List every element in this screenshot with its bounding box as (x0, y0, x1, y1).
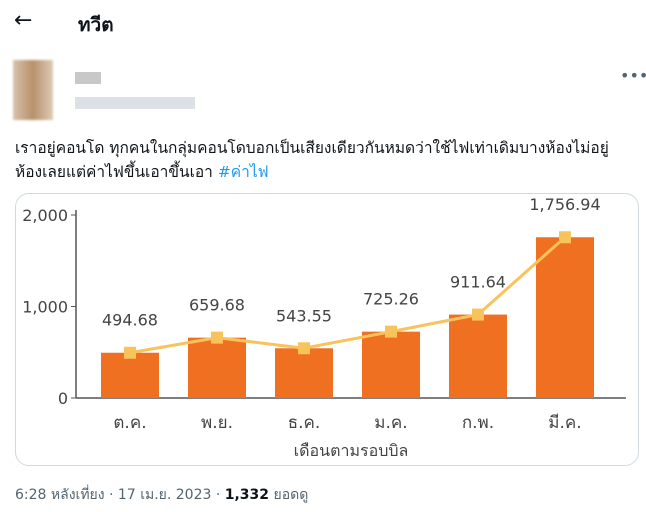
bar (536, 237, 594, 398)
page-title: ทวีต (78, 14, 114, 36)
line-marker (472, 308, 484, 321)
bar (362, 331, 420, 398)
more-icon[interactable]: ••• (620, 66, 646, 85)
user-name-blurred[interactable] (75, 72, 101, 84)
data-label: 911.64 (450, 273, 506, 292)
tweet-image[interactable]: 0 1,000 2,000 494.68 ต.ค. 659.68 พ.ย. 543.55 ธ.ค… (15, 193, 639, 466)
x-tick-label: พ.ย. (201, 413, 233, 433)
line-marker (124, 346, 136, 359)
data-label: 494.68 (102, 311, 158, 330)
y-tick-label: 2,000 (22, 206, 68, 225)
data-label: 659.68 (189, 296, 245, 315)
line-marker (385, 325, 397, 338)
x-tick-label: ม.ค. (374, 413, 407, 433)
data-label: 725.26 (363, 290, 419, 309)
x-tick-label: ต.ค. (113, 413, 146, 433)
timestamp[interactable]: 6:28 หลังเที่ยง · 17 เม.ย. 2023 · (15, 487, 225, 503)
x-tick-label: ธ.ค. (288, 413, 321, 433)
bar (449, 314, 507, 398)
data-label: 1,756.94 (529, 195, 600, 214)
avatar[interactable] (13, 60, 53, 120)
line-marker (559, 231, 571, 244)
user-handle-blurred[interactable] (75, 97, 195, 109)
bar (188, 337, 246, 398)
back-arrow-icon[interactable]: ← (14, 8, 33, 33)
x-axis-label: เดือนตามรอบบิล (294, 441, 409, 460)
hashtag-link[interactable]: #ค่าไฟ (217, 163, 269, 181)
x-tick-label: มี.ค. (548, 413, 581, 433)
tweet-meta: 6:28 หลังเที่ยง · 17 เม.ย. 2023 · 1,332 … (15, 484, 308, 506)
data-label: 543.55 (276, 306, 332, 325)
x-tick-label: ก.พ. (462, 413, 494, 433)
bar (275, 348, 333, 398)
views-label: ยอดดู (269, 487, 309, 503)
bar-chart: 0 1,000 2,000 494.68 ต.ค. 659.68 พ.ย. 543.55 ธ.ค… (22, 195, 626, 460)
tweet-text: เราอยู่คอนโด ทุกคนในกลุ่มคอนโดบอกเป็นเสี… (15, 136, 635, 184)
view-count: 1,332 (224, 487, 270, 503)
series-line (129, 236, 566, 355)
tweet-body: เราอยู่คอนโด ทุกคนในกลุ่มคอนโดบอกเป็นเสี… (15, 139, 609, 181)
line-marker (298, 342, 310, 355)
bar (101, 352, 159, 398)
y-tick-label: 1,000 (22, 298, 68, 317)
y-tick-label: 0 (58, 389, 68, 408)
line-marker (211, 331, 223, 344)
